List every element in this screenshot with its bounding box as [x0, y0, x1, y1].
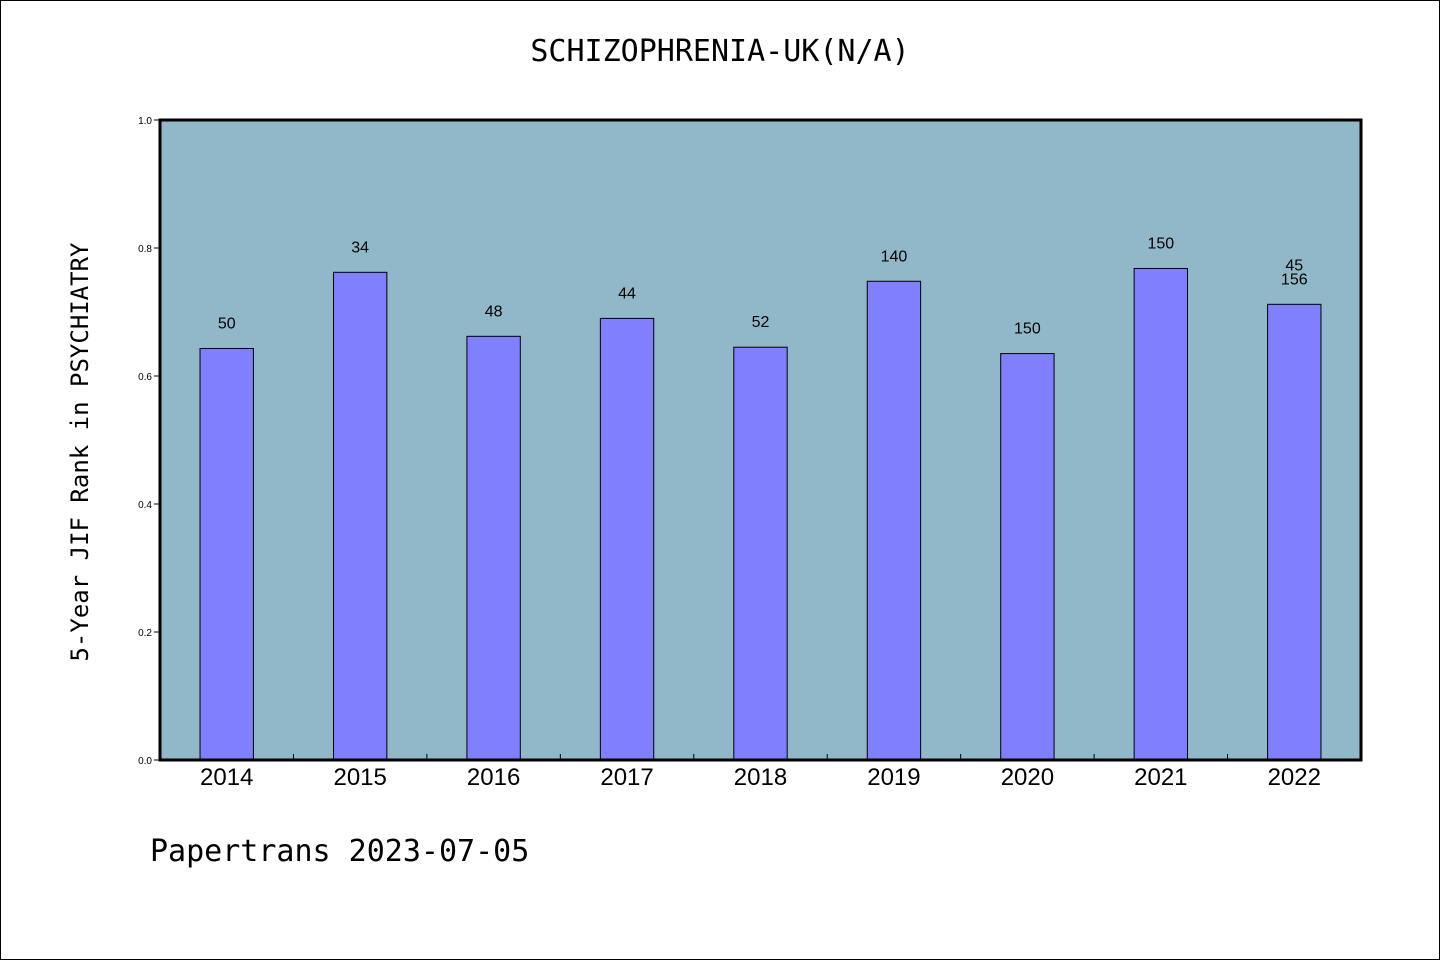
- x-tick-label: 2017: [600, 764, 653, 791]
- bar: [1133, 267, 1189, 761]
- chart-title: SCHIZOPHRENIA-UK(N/A): [530, 34, 910, 69]
- bar-value-label: 50: [218, 315, 236, 332]
- x-tick-label: 2014: [200, 764, 253, 791]
- bar-value-label: 140: [881, 248, 908, 265]
- y-tick-label: 1.0: [138, 116, 152, 127]
- bar-value-label: 45: [1285, 257, 1303, 274]
- bar: [332, 271, 388, 761]
- bar-value-label: 52: [752, 314, 770, 331]
- bar-value-label: 44: [618, 285, 636, 302]
- bar: [866, 280, 922, 761]
- bar-value-label: 156: [1281, 271, 1308, 288]
- y-tick-label: 0.0: [138, 756, 152, 767]
- bar: [466, 335, 521, 761]
- y-tick-label: 0.6: [138, 372, 152, 383]
- x-tick-label: 2022: [1268, 764, 1321, 791]
- y-tick-label: 0.4: [138, 500, 152, 511]
- bar-value-label: 34: [351, 239, 369, 256]
- bar-value-label: 150: [1147, 235, 1174, 252]
- bar: [599, 317, 655, 761]
- bar-value-label: 150: [1014, 321, 1041, 338]
- y-tick-label: 0.2: [138, 628, 152, 639]
- x-tick-label: 2018: [734, 764, 787, 791]
- x-tick-label: 2019: [867, 764, 920, 791]
- bar: [1267, 303, 1322, 761]
- bar: [199, 347, 254, 761]
- x-tick-label: 2016: [467, 764, 520, 791]
- x-tick-label: 2015: [333, 764, 386, 791]
- x-tick-label: 2021: [1134, 764, 1187, 791]
- bar-value-label: 48: [485, 303, 503, 320]
- y-tick-label: 0.8: [138, 244, 152, 255]
- x-tick-label: 2020: [1001, 764, 1054, 791]
- plot-border: [158, 118, 1363, 762]
- bar: [1000, 353, 1055, 761]
- bar: [733, 346, 788, 761]
- footer-credit: Papertrans 2023-07-05: [150, 834, 530, 869]
